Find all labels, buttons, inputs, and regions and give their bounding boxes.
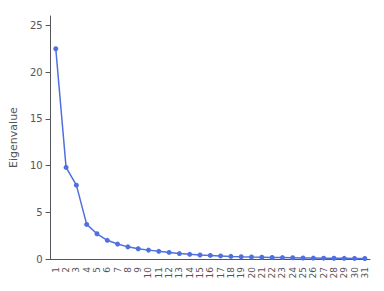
svg-text:Eigenvalue: Eigenvalue — [7, 107, 20, 168]
svg-text:8: 8 — [123, 267, 133, 273]
svg-text:31: 31 — [360, 267, 370, 278]
svg-text:25: 25 — [30, 20, 43, 31]
svg-text:24: 24 — [288, 267, 298, 279]
svg-text:2: 2 — [61, 267, 71, 273]
svg-text:21: 21 — [257, 267, 267, 278]
svg-text:4: 4 — [82, 267, 92, 273]
svg-text:14: 14 — [185, 267, 195, 279]
svg-text:7: 7 — [113, 267, 123, 273]
svg-text:19: 19 — [236, 267, 246, 279]
svg-text:10: 10 — [30, 160, 43, 171]
svg-text:15: 15 — [195, 267, 205, 278]
svg-text:20: 20 — [30, 67, 43, 78]
svg-text:26: 26 — [308, 267, 318, 279]
svg-text:27: 27 — [319, 267, 329, 278]
svg-text:1: 1 — [51, 267, 61, 273]
svg-text:6: 6 — [102, 267, 112, 273]
svg-text:11: 11 — [154, 267, 164, 278]
svg-text:15: 15 — [30, 113, 43, 124]
svg-text:23: 23 — [277, 267, 287, 278]
svg-text:5: 5 — [36, 207, 42, 218]
svg-text:16: 16 — [205, 267, 215, 279]
svg-text:3: 3 — [71, 267, 81, 273]
svg-text:18: 18 — [226, 267, 236, 279]
svg-text:5: 5 — [92, 267, 102, 273]
svg-text:10: 10 — [143, 267, 153, 279]
svg-text:17: 17 — [216, 267, 226, 278]
svg-text:0: 0 — [36, 254, 42, 265]
svg-text:12: 12 — [164, 267, 174, 278]
svg-text:30: 30 — [350, 267, 360, 279]
svg-text:25: 25 — [298, 267, 308, 278]
svg-text:28: 28 — [329, 267, 339, 279]
svg-text:20: 20 — [247, 267, 257, 279]
svg-text:9: 9 — [133, 267, 143, 273]
svg-text:13: 13 — [174, 267, 184, 278]
svg-text:22: 22 — [267, 267, 277, 278]
svg-text:29: 29 — [339, 267, 349, 279]
